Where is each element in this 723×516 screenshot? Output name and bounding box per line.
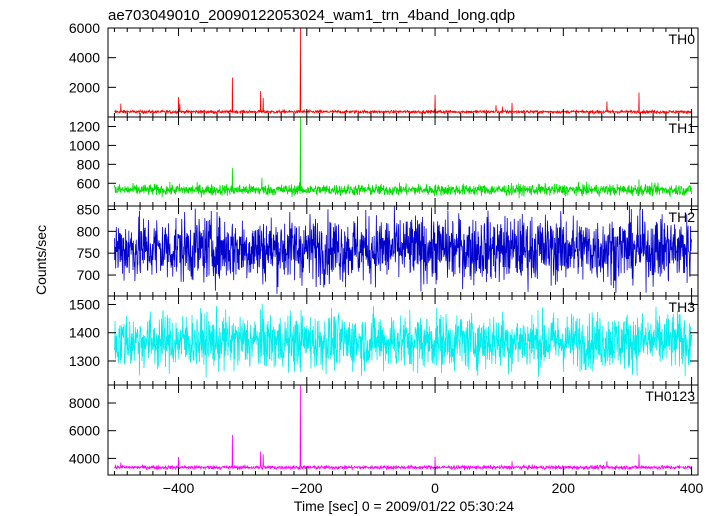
x-tick-label: −200 — [291, 480, 323, 496]
panel-th0: 2000 4000 6000 TH0 — [69, 20, 699, 118]
panel-label-th0123: TH0123 — [645, 388, 695, 404]
series-line-th0123 — [114, 385, 692, 471]
y-tick-label: 8000 — [69, 395, 100, 411]
series-line-th1 — [114, 117, 692, 199]
y-tick-label: 6000 — [69, 20, 100, 36]
y-axis-label: Counts/sec — [33, 225, 49, 295]
x-tick-label: −400 — [163, 480, 195, 496]
panel-th3: 1300 1400 1500 TH3 — [69, 295, 699, 386]
x-tick-label: 400 — [680, 480, 704, 496]
y-tick-label: 700 — [77, 267, 101, 283]
panel-label-th3: TH3 — [669, 299, 696, 315]
y-tick-label: 2000 — [69, 79, 100, 95]
y-tick-label: 600 — [77, 175, 101, 191]
y-tick-label: 800 — [77, 223, 101, 239]
y-tick-label: 4000 — [69, 450, 100, 466]
chart-title: ae703049010_20090122053024_wam1_trn_4ban… — [108, 7, 515, 24]
y-tick-label: 1500 — [69, 296, 100, 312]
panel-frame — [107, 384, 699, 476]
y-tick-label: 1300 — [69, 353, 100, 369]
y-tick-label: 6000 — [69, 423, 100, 439]
y-tick-label: 750 — [77, 245, 101, 261]
x-axis-label: Time [sec] 0 = 2009/01/22 05:30:24 — [294, 498, 514, 514]
y-tick-label: 800 — [77, 156, 101, 172]
y-tick-label: 1200 — [69, 118, 100, 134]
y-tick-label: 1000 — [69, 137, 100, 153]
series-line-th0 — [114, 28, 692, 115]
x-tick-label: 200 — [552, 480, 576, 496]
panel-frame — [107, 27, 699, 118]
panel-label-th2: TH2 — [669, 209, 696, 225]
series-line-th2 — [114, 206, 692, 294]
x-tick-label: 0 — [431, 480, 439, 496]
panel-label-th0: TH0 — [669, 31, 696, 47]
panel-frame — [107, 205, 699, 297]
y-tick-label: 1400 — [69, 325, 100, 341]
panel-th2: 700 750 800 850 TH2 — [77, 201, 699, 297]
panel-th1: 600 800 1000 1200 TH1 — [69, 116, 699, 207]
y-tick-label: 4000 — [69, 50, 100, 66]
panel-frame — [107, 116, 699, 207]
series-line-th3 — [114, 303, 692, 378]
panel-th0123: 4000 6000 8000 TH0123 — [69, 384, 699, 476]
panel-label-th1: TH1 — [669, 120, 696, 136]
y-tick-label: 850 — [77, 201, 101, 217]
